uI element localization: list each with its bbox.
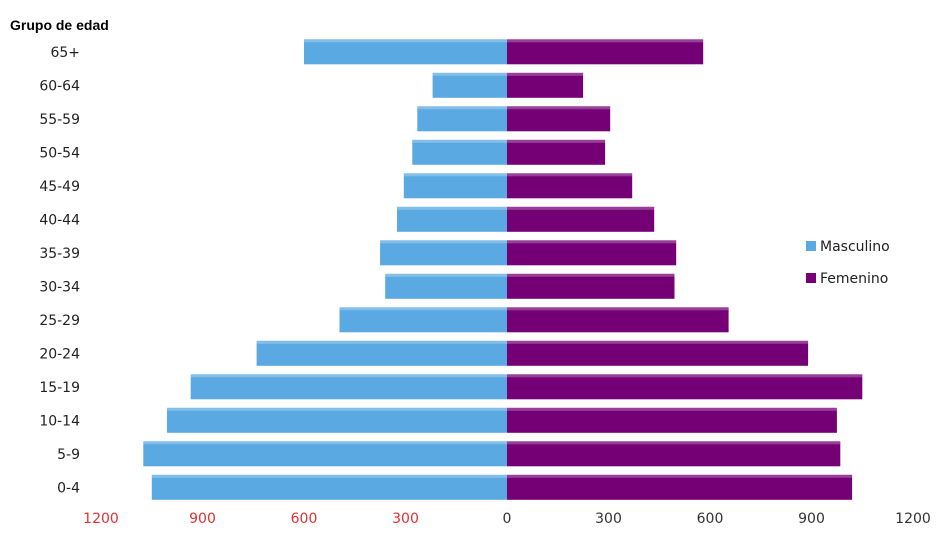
- x-tick-label: 300: [595, 511, 622, 527]
- bar-masculino-65plus: [304, 39, 507, 65]
- bar-highlight: [507, 173, 633, 177]
- category-label: 25-29: [39, 313, 80, 329]
- bar-femenino-40-44: [507, 206, 655, 232]
- bar-highlight: [417, 106, 507, 110]
- bar-highlight: [403, 173, 507, 177]
- category-label: 50-54: [39, 145, 80, 161]
- bar-femenino-55-59: [507, 106, 611, 132]
- bar-highlight: [507, 139, 606, 143]
- bar-masculino-60-64: [432, 72, 507, 98]
- bar-highlight: [507, 407, 837, 411]
- bar-masculino-20-24: [256, 340, 507, 366]
- bar-masculino-15-19: [190, 374, 507, 400]
- y-axis-title: Grupo de edad: [10, 17, 109, 33]
- category-label: 40-44: [39, 212, 80, 228]
- bar-highlight: [432, 72, 507, 76]
- bar-masculino-0-4: [151, 474, 508, 500]
- bar-masculino-45-49: [403, 173, 507, 199]
- bar-femenino-20-24: [507, 340, 809, 366]
- bar-masculino-40-44: [397, 206, 507, 232]
- x-tick-label: 1200: [83, 511, 119, 527]
- category-label: 45-49: [39, 179, 80, 195]
- category-label: 35-39: [39, 246, 80, 262]
- bar-masculino-35-39: [380, 240, 507, 266]
- bar-highlight: [507, 240, 677, 244]
- category-label: 30-34: [39, 279, 80, 295]
- bar-highlight: [507, 106, 611, 110]
- bar-highlight: [507, 474, 853, 478]
- bar-femenino-45-49: [507, 173, 633, 199]
- category-label: 5-9: [57, 447, 80, 463]
- category-label: 10-14: [39, 413, 80, 429]
- bar-highlight: [380, 240, 507, 244]
- bar-highlight: [507, 206, 655, 210]
- x-tick-label: 900: [798, 511, 825, 527]
- bar-highlight: [412, 139, 507, 143]
- x-tick-label: 900: [189, 511, 216, 527]
- bar-highlight: [507, 273, 675, 277]
- category-label: 65+: [50, 45, 80, 61]
- bar-highlight: [339, 307, 507, 311]
- bars-group: [143, 39, 863, 500]
- bar-masculino-30-34: [385, 273, 507, 299]
- bar-femenino-30-34: [507, 273, 675, 299]
- x-tick-label: 600: [697, 511, 724, 527]
- bar-highlight: [385, 273, 507, 277]
- bar-highlight: [304, 39, 507, 43]
- bar-highlight: [507, 441, 841, 445]
- bar-highlight: [190, 374, 507, 378]
- bar-femenino-25-29: [507, 307, 729, 333]
- bar-femenino-50-54: [507, 139, 606, 165]
- bar-femenino-15-19: [507, 374, 863, 400]
- bar-highlight: [507, 374, 863, 378]
- category-label: 0-4: [57, 480, 80, 496]
- category-labels: 65+ 60-64 55-59 50-54 45-49 40-44 35-39 30-34 25…: [39, 45, 80, 497]
- bar-highlight: [256, 340, 507, 344]
- bar-highlight: [151, 474, 508, 478]
- bar-femenino-0-4: [507, 474, 853, 500]
- bar-highlight: [507, 72, 584, 76]
- category-label: 55-59: [39, 112, 80, 128]
- x-tick-label: 1200: [895, 511, 931, 527]
- category-label: 60-64: [39, 78, 80, 94]
- bar-masculino-5-9: [143, 441, 508, 467]
- legend-label-femenino: Femenino: [820, 271, 888, 287]
- legend-swatch-femenino: [806, 273, 816, 283]
- bar-femenino-65plus: [507, 39, 704, 65]
- bar-highlight: [143, 441, 508, 445]
- x-tick-label: 600: [291, 511, 318, 527]
- legend-label-masculino: Masculino: [820, 239, 890, 255]
- bar-masculino-55-59: [417, 106, 507, 132]
- bar-masculino-50-54: [412, 139, 507, 165]
- bar-masculino-10-14: [167, 407, 507, 433]
- x-tick-label: 0: [503, 511, 512, 527]
- bar-femenino-10-14: [507, 407, 837, 433]
- legend-swatch-masculino: [806, 241, 816, 251]
- bar-highlight: [507, 340, 809, 344]
- x-tick-labels: 1200 900 600 300 0 300 600 900 1200: [83, 511, 931, 527]
- category-label: 20-24: [39, 346, 80, 362]
- legend: Masculino Femenino: [806, 239, 890, 287]
- bar-highlight: [397, 206, 507, 210]
- bar-femenino-5-9: [507, 441, 841, 467]
- bar-masculino-25-29: [339, 307, 507, 333]
- bar-highlight: [507, 307, 729, 311]
- category-label: 15-19: [39, 380, 80, 396]
- bar-femenino-35-39: [507, 240, 677, 266]
- bar-femenino-60-64: [507, 72, 584, 98]
- bar-highlight: [507, 39, 704, 43]
- x-tick-label: 300: [392, 511, 419, 527]
- bar-highlight: [167, 407, 507, 411]
